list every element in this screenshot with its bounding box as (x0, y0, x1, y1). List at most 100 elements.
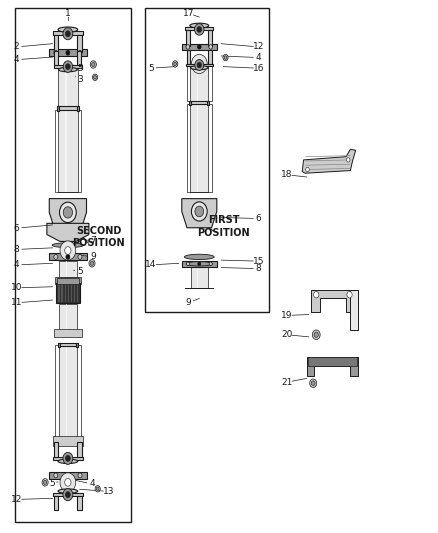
Text: 4: 4 (256, 53, 261, 62)
Text: 10: 10 (11, 284, 22, 292)
Text: 5: 5 (77, 64, 83, 72)
Bar (145, 8, 269, 312)
Text: FIRST
POSITION: FIRST POSITION (197, 215, 250, 238)
Bar (77, 284, 78, 302)
Circle shape (54, 254, 58, 260)
Circle shape (209, 262, 212, 265)
Text: 9: 9 (90, 253, 96, 261)
Text: 15: 15 (253, 257, 264, 265)
Circle shape (209, 45, 212, 49)
Bar (53, 31, 83, 35)
Circle shape (310, 379, 317, 387)
Text: 4: 4 (89, 480, 95, 488)
Circle shape (314, 292, 319, 298)
Text: 8: 8 (255, 264, 261, 273)
Ellipse shape (191, 66, 208, 70)
Circle shape (66, 50, 70, 55)
Circle shape (42, 479, 48, 486)
Bar (186, 63, 213, 66)
Bar (66, 261, 67, 277)
Text: 1: 1 (65, 9, 71, 18)
Bar (78, 496, 81, 510)
Bar (59, 261, 77, 277)
Ellipse shape (58, 489, 78, 494)
Text: 21: 21 (281, 378, 293, 386)
Bar (197, 266, 198, 288)
Circle shape (174, 62, 177, 66)
Circle shape (63, 28, 73, 40)
Circle shape (63, 207, 73, 218)
Circle shape (95, 486, 100, 492)
Bar (58, 284, 60, 302)
Bar (208, 101, 209, 105)
Circle shape (195, 60, 204, 70)
Circle shape (306, 167, 309, 172)
Polygon shape (182, 199, 217, 228)
Text: 12: 12 (11, 495, 22, 504)
Circle shape (65, 247, 71, 254)
Bar (77, 106, 79, 111)
Text: 5: 5 (148, 64, 154, 72)
Bar (71, 284, 72, 302)
Bar (49, 253, 87, 260)
Polygon shape (350, 290, 358, 330)
Bar (187, 66, 212, 101)
Text: 17: 17 (183, 9, 194, 18)
Bar (64, 284, 66, 302)
Circle shape (224, 56, 227, 59)
Bar (54, 51, 58, 65)
Circle shape (63, 489, 73, 500)
Circle shape (195, 206, 204, 217)
Text: 4: 4 (14, 55, 19, 64)
Circle shape (311, 381, 315, 385)
Circle shape (43, 480, 47, 484)
Circle shape (66, 254, 70, 260)
Bar (55, 277, 81, 284)
Circle shape (198, 262, 201, 265)
Bar (190, 66, 208, 101)
Bar (59, 345, 77, 438)
Circle shape (60, 473, 76, 492)
Bar (59, 343, 77, 346)
Text: 4: 4 (14, 261, 19, 269)
Bar (58, 68, 78, 107)
Circle shape (78, 254, 82, 260)
Bar (58, 107, 78, 110)
Bar (187, 51, 191, 64)
Text: 9: 9 (185, 298, 191, 307)
Text: 11: 11 (11, 298, 22, 307)
Bar (308, 357, 357, 366)
Text: 12: 12 (253, 43, 264, 51)
Polygon shape (302, 149, 356, 173)
Bar (54, 496, 58, 510)
Text: SECOND
POSITION: SECOND POSITION (72, 226, 125, 248)
Bar (197, 66, 198, 101)
Ellipse shape (58, 27, 78, 32)
Circle shape (197, 27, 201, 33)
Circle shape (96, 487, 99, 490)
Bar (208, 30, 212, 46)
Polygon shape (47, 223, 89, 241)
Circle shape (173, 61, 178, 67)
Bar (57, 106, 59, 111)
Bar (78, 35, 81, 52)
Bar (74, 284, 75, 302)
Circle shape (78, 473, 82, 478)
Bar (187, 104, 212, 192)
Circle shape (90, 261, 94, 265)
Circle shape (65, 479, 71, 486)
Bar (53, 436, 83, 446)
Text: 18: 18 (281, 171, 293, 179)
Bar (54, 442, 58, 457)
Bar (76, 343, 78, 347)
Circle shape (60, 241, 76, 260)
Circle shape (92, 62, 95, 67)
Bar (208, 51, 212, 64)
Bar (186, 30, 190, 46)
Circle shape (78, 50, 82, 55)
Text: 13: 13 (103, 487, 114, 496)
Bar (59, 304, 77, 336)
Polygon shape (307, 357, 358, 376)
Bar (77, 51, 81, 65)
Bar (191, 266, 208, 288)
